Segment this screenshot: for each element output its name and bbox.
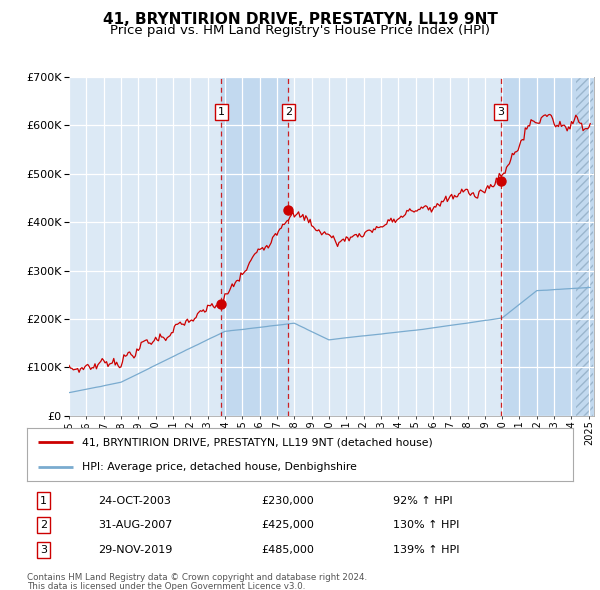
Bar: [221, 77, 289, 416]
Bar: [576, 77, 593, 416]
Text: 139% ↑ HPI: 139% ↑ HPI: [393, 545, 460, 555]
Text: Price paid vs. HM Land Registry's House Price Index (HPI): Price paid vs. HM Land Registry's House …: [110, 24, 490, 37]
Text: 2: 2: [285, 107, 292, 117]
Text: 1: 1: [218, 107, 225, 117]
Text: 29-NOV-2019: 29-NOV-2019: [98, 545, 172, 555]
Text: 41, BRYNTIRION DRIVE, PRESTATYN, LL19 9NT: 41, BRYNTIRION DRIVE, PRESTATYN, LL19 9N…: [103, 12, 497, 27]
Text: 130% ↑ HPI: 130% ↑ HPI: [393, 520, 459, 530]
Text: Contains HM Land Registry data © Crown copyright and database right 2024.: Contains HM Land Registry data © Crown c…: [27, 573, 367, 582]
Bar: [576, 77, 593, 416]
Text: This data is licensed under the Open Government Licence v3.0.: This data is licensed under the Open Gov…: [27, 582, 305, 590]
Text: 3: 3: [40, 545, 47, 555]
Bar: [501, 77, 593, 416]
Text: 24-OCT-2003: 24-OCT-2003: [98, 496, 171, 506]
Text: £425,000: £425,000: [262, 520, 314, 530]
Text: HPI: Average price, detached house, Denbighshire: HPI: Average price, detached house, Denb…: [82, 461, 356, 471]
Text: 1: 1: [40, 496, 47, 506]
Text: 31-AUG-2007: 31-AUG-2007: [98, 520, 172, 530]
Text: £230,000: £230,000: [262, 496, 314, 506]
Text: 2: 2: [40, 520, 47, 530]
Text: 41, BRYNTIRION DRIVE, PRESTATYN, LL19 9NT (detached house): 41, BRYNTIRION DRIVE, PRESTATYN, LL19 9N…: [82, 437, 433, 447]
Text: 3: 3: [497, 107, 504, 117]
Text: 92% ↑ HPI: 92% ↑ HPI: [393, 496, 452, 506]
Text: £485,000: £485,000: [262, 545, 314, 555]
